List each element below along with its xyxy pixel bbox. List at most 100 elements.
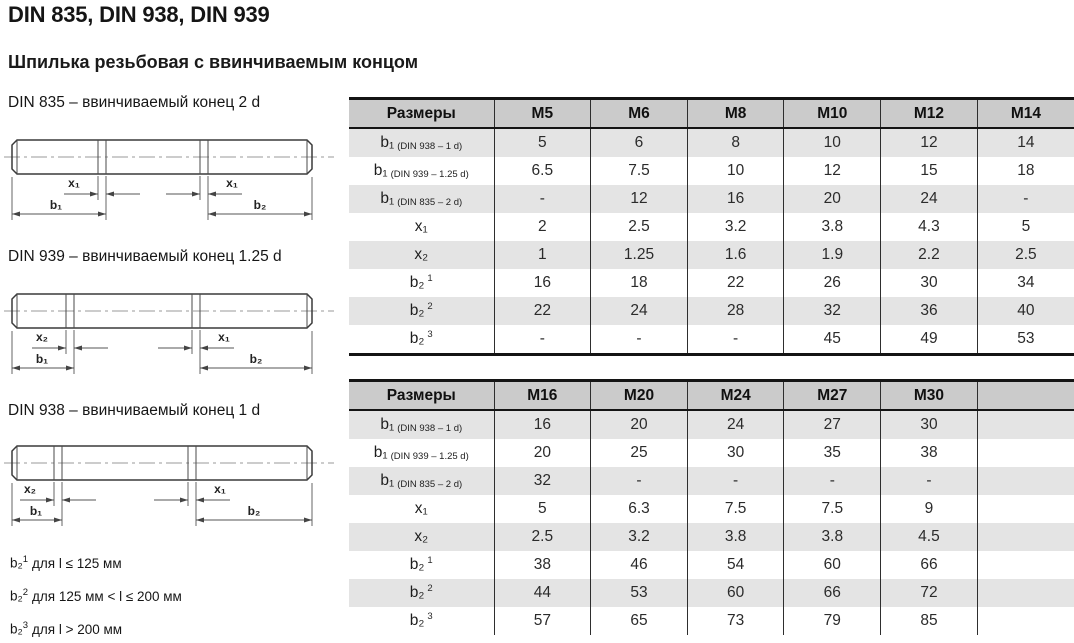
value-cell: 4.5 [880,523,978,551]
value-cell: 2 [493,213,591,241]
row-label-sup: 1 [427,273,433,285]
value-cell: - [590,467,688,495]
value-cell: 1.9 [783,241,881,269]
row-label-sup: 3 [427,611,433,623]
footnote-text: для l ≤ 125 мм [32,555,122,571]
footnote-text: для 125 мм < l ≤ 200 мм [32,588,182,604]
footnote-b2-1: b₂1 для l ≤ 125 мм [10,554,122,571]
dim-label-left-b: b₁ [50,198,62,212]
row-label-cell: b₁ (DIN 938 – 1 d) [349,128,494,157]
value-cell: - [686,325,784,355]
value-cell: 27 [783,410,881,439]
header-cell-thread: M5 [493,98,591,129]
row-label-symbol: b₁ [380,472,395,489]
table-row: b₂ 3 57 65 73 79 85 [349,607,1074,635]
value-cell: 7.5 [686,495,784,523]
header-cell-thread: M27 [783,380,881,411]
value-cell: 36 [880,297,978,325]
header-cell-thread: M20 [590,380,688,411]
header-cell-thread: M8 [686,98,784,129]
value-cell: 65 [590,607,688,635]
value-cell: 24 [880,185,978,213]
value-cell: 85 [880,607,978,635]
table-row: b₁ (DIN 939 – 1.25 d) 6.5 7.5 10 12 15 18 [349,157,1074,185]
row-label-sup: 3 [427,329,433,341]
table-row: b₁ (DIN 938 – 1 d) 16 20 24 27 30 [349,410,1074,439]
value-cell: 53 [976,325,1074,355]
value-cell: 18 [590,269,688,297]
table-row: b₂ 3- - -45 49 53 [349,325,1074,355]
value-cell: - [590,325,688,355]
footnote-b2-3: b₂3 для l > 200 мм [10,620,122,637]
footnote-label: b₂ [10,588,23,604]
row-label-cell: x₂ [349,523,494,551]
value-cell: 60 [686,579,784,607]
value-cell [976,410,1074,439]
value-cell: 2.2 [880,241,978,269]
footnote-text: для l > 200 мм [32,621,123,637]
value-cell: 3.8 [686,523,784,551]
row-label-cell: b₁ (DIN 938 – 1 d) [349,410,494,439]
value-cell: 3.8 [783,213,881,241]
value-cell: 28 [686,297,784,325]
value-cell: 22 [493,297,591,325]
value-cell: 16 [493,410,591,439]
value-cell: - [783,467,881,495]
table-row: x₂ 1 1.25 1.6 1.9 2.2 2.5 [349,241,1074,269]
dim-label-right-x: x₁ [214,482,226,496]
header-cell-sizes: Размеры [349,98,494,129]
value-cell: 4.3 [880,213,978,241]
table-row: b₁ (DIN 835 – 2 d) 32- - - - [349,467,1074,495]
table-row: b₂ 2 22 24 28 32 36 40 [349,297,1074,325]
table-2-body: b₁ (DIN 938 – 1 d) 16 20 24 27 30 b₁ (DIN 939 – … [349,410,1074,635]
value-cell: 3.2 [590,523,688,551]
row-label-cell: b₁ (DIN 939 – 1.25 d) [349,157,494,185]
value-cell: 1 [493,241,591,269]
value-cell: 45 [783,325,881,355]
header-cell-thread: M30 [880,380,978,411]
row-label-note: (DIN 835 – 2 d) [397,197,463,208]
value-cell: 25 [590,439,688,467]
drawing-caption-din938: DIN 938 – ввинчиваемый конец 1 d [8,402,261,419]
value-cell: 30 [686,439,784,467]
row-label-symbol: b₁ [373,162,388,179]
footnote-sup: 3 [22,620,29,631]
row-label-note: (DIN 938 – 1 d) [397,423,463,434]
row-label-cell: x₁ [349,213,494,241]
row-label-cell: b₂ 1 [349,269,494,297]
value-cell: 53 [590,579,688,607]
header-cell-thread [976,380,1074,411]
header-cell-thread: M16 [493,380,591,411]
value-cell: 35 [783,439,881,467]
value-cell: 20 [783,185,881,213]
row-label-note: (DIN 938 – 1 d) [397,141,463,152]
value-cell: 38 [493,551,591,579]
row-label-sup: 2 [427,301,433,313]
row-label-symbol: b₂ [409,584,425,602]
dim-label-left-b: b₁ [36,352,48,366]
table-row: b₂ 1 38 46 54 60 66 [349,551,1074,579]
value-cell: 34 [976,269,1074,297]
drawing-caption-din939: DIN 939 – ввинчиваемый конец 1.25 d [8,248,282,265]
value-cell: 32 [783,297,881,325]
row-label-symbol: b₂ [409,330,425,348]
value-cell [976,551,1074,579]
value-cell: 24 [590,297,688,325]
value-cell: 3.8 [783,523,881,551]
header-cell-thread: M14 [976,98,1074,129]
dim-label-left-x: x₂ [24,482,36,496]
dim-label-right-b: b₂ [250,352,263,366]
value-cell: - [976,185,1074,213]
value-cell [976,495,1074,523]
value-cell: 3.2 [686,213,784,241]
value-cell: 5 [976,213,1074,241]
footnote-label: b₂ [10,555,23,571]
value-cell: 5 [493,495,591,523]
value-cell: 7.5 [783,495,881,523]
table-1-head: Размеры M5 M6 M8 M10 M12 M14 [349,98,1074,129]
row-label-sup: 2 [427,583,433,595]
row-label-note: (DIN 835 – 2 d) [397,479,463,490]
row-label-symbol: x₂ [414,528,429,545]
table-row: x₂ 2.5 3.2 3.8 3.8 4.5 [349,523,1074,551]
page-subtitle: Шпилька резьбовая с ввинчиваемым концом [8,52,419,72]
